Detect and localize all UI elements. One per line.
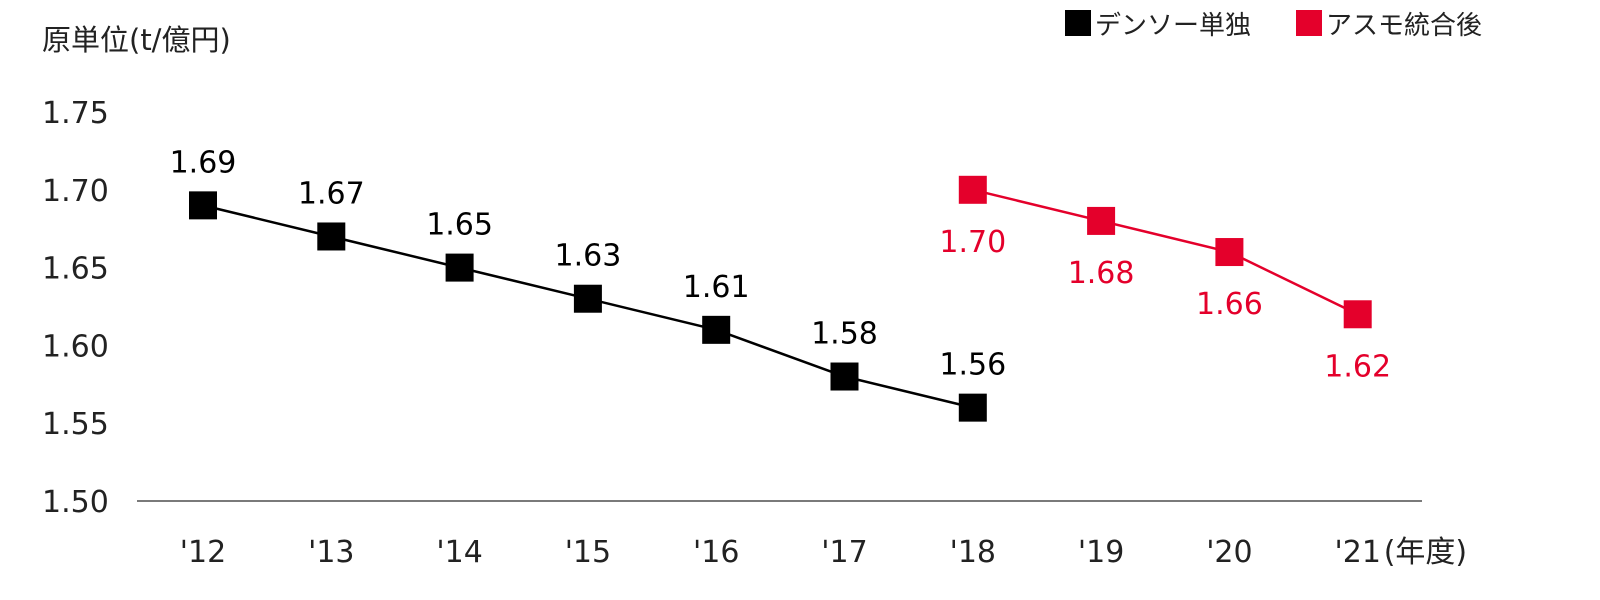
data-point — [1087, 206, 1116, 235]
legend-swatch — [1296, 10, 1322, 36]
data-label: 1.56 — [939, 348, 1006, 383]
x-tick-label: '18 — [950, 535, 996, 570]
plot-area: 1.69 1.67 1.65 1.63 1.61 1.58 1.56 1.70 1.68 1.66… — [170, 145, 1391, 422]
data-point — [958, 393, 987, 422]
legend-label: デンソー単独 — [1095, 11, 1251, 41]
data-label: 1.58 — [811, 317, 878, 352]
y-tick-label: 1.65 — [42, 252, 109, 287]
x-tick-label: '12 — [180, 535, 226, 570]
data-label: 1.63 — [555, 239, 622, 274]
y-tick-label: 1.75 — [42, 96, 109, 131]
data-point — [1343, 300, 1372, 329]
y-tick-label: 1.60 — [42, 329, 109, 364]
x-ticks: '12 '13 '14 '15 '16 '17 '18 '19 '20 '21 (年度) — [180, 535, 1467, 570]
data-point — [317, 222, 346, 251]
y-tick-label: 1.70 — [42, 174, 109, 209]
data-label: 1.65 — [426, 208, 493, 243]
x-tick-label: '16 — [693, 535, 739, 570]
data-point — [1215, 238, 1244, 267]
data-point — [958, 175, 987, 204]
data-label: 1.61 — [683, 270, 750, 305]
x-tick-label: '15 — [565, 535, 611, 570]
y-tick-label: 1.50 — [42, 485, 109, 520]
data-point — [573, 284, 602, 313]
data-label: 1.67 — [298, 176, 365, 211]
data-point — [189, 191, 217, 220]
x-tick-label: '19 — [1078, 535, 1124, 570]
x-tick-label: '21 — [1334, 535, 1380, 570]
x-tick-label: '17 — [821, 535, 867, 570]
data-point — [830, 362, 859, 391]
x-tick-label: '14 — [436, 535, 482, 570]
y-ticks: 1.50 1.55 1.60 1.65 1.70 1.75 — [42, 96, 109, 520]
legend-label: アスモ統合後 — [1326, 11, 1482, 41]
data-label: 1.68 — [1068, 256, 1135, 291]
legend-swatch — [1065, 10, 1091, 36]
data-label: 1.62 — [1324, 349, 1391, 384]
legend: デンソー単独 アスモ統合後 — [1065, 10, 1482, 41]
data-point — [445, 253, 474, 282]
data-label: 1.66 — [1196, 287, 1263, 322]
x-tick-label: '13 — [308, 535, 354, 570]
x-tick-label: '20 — [1206, 535, 1252, 570]
data-label: 1.70 — [939, 225, 1006, 260]
x-axis-unit: (年度) — [1384, 535, 1467, 570]
y-tick-label: 1.55 — [42, 407, 109, 442]
series-line — [972, 188, 1359, 316]
data-point — [702, 315, 731, 344]
y-axis-label: 原単位(t/億円) — [42, 23, 231, 57]
data-label: 1.69 — [170, 145, 237, 180]
